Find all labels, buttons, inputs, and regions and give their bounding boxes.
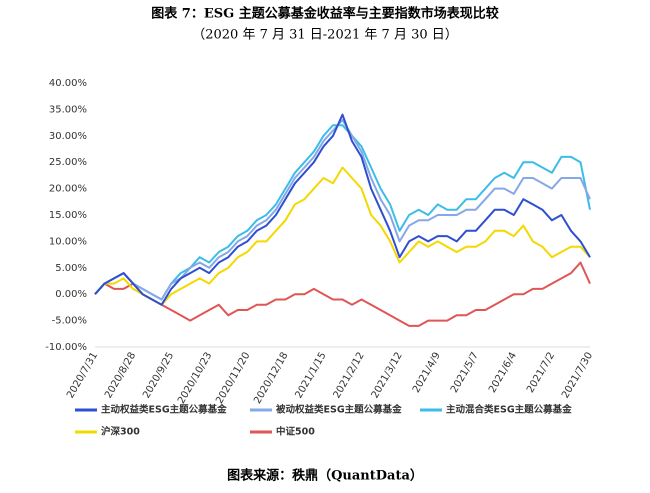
x-tick-label: 2020/10/23 [176, 351, 214, 406]
x-tick-label: 2020/7/31 [65, 351, 100, 401]
legend-label: 中证500 [276, 426, 315, 438]
x-tick-label: 2021/2/12 [332, 351, 367, 401]
legend-label: 被动权益类ESG主题公募基金 [276, 404, 402, 416]
y-tick-label: 10.00% [49, 236, 87, 247]
y-tick-label: 0.00% [55, 289, 87, 300]
series-line [94, 119, 591, 301]
source: 图表来源：秩鼎（QuantData） [227, 468, 423, 484]
x-tick-label: 2020/8/28 [103, 351, 138, 401]
y-tick-label: 20.00% [49, 184, 87, 195]
x-tick-label: 2021/6/4 [487, 351, 519, 395]
legend-label: 沪深300 [101, 426, 140, 438]
x-tick-label: 2020/12/18 [252, 351, 290, 406]
series-line [94, 124, 591, 301]
chart-subtitle: （2020 年 7 月 31 日-2021 年 7 月 30 日） [192, 28, 458, 43]
x-tick-label: 2021/3/12 [370, 351, 405, 401]
y-tick-label: 35.00% [49, 104, 87, 115]
y-tick-label: 25.00% [49, 157, 87, 168]
y-tick-label: -5.00% [52, 316, 87, 327]
x-tick-label: 2021/4/9 [411, 351, 443, 395]
x-tick-label: 2021/1/15 [293, 351, 328, 401]
chart-title: 图表 7：ESG 主题公募基金收益率与主要指数市场表现比较 [151, 6, 499, 22]
x-tick-label: 2021/7/30 [560, 351, 595, 401]
series-line [94, 113, 591, 306]
y-tick-label: 30.00% [49, 131, 87, 142]
y-tick-label: 15.00% [49, 210, 87, 221]
series-line [94, 261, 591, 327]
y-tick-label: 40.00% [49, 78, 87, 89]
legend-label: 主动权益类ESG主题公募基金 [101, 404, 227, 416]
x-tick-label: 2021/5/7 [449, 351, 481, 395]
legend-label: 主动混合类ESG主题公募基金 [446, 404, 572, 416]
series-line [94, 166, 591, 306]
x-tick-label: 2020/11/20 [214, 351, 252, 406]
x-tick-label: 2021/7/2 [525, 351, 557, 395]
y-tick-label: -10.00% [45, 342, 87, 353]
y-tick-label: 5.00% [55, 263, 87, 274]
x-tick-label: 2020/9/25 [141, 351, 176, 401]
